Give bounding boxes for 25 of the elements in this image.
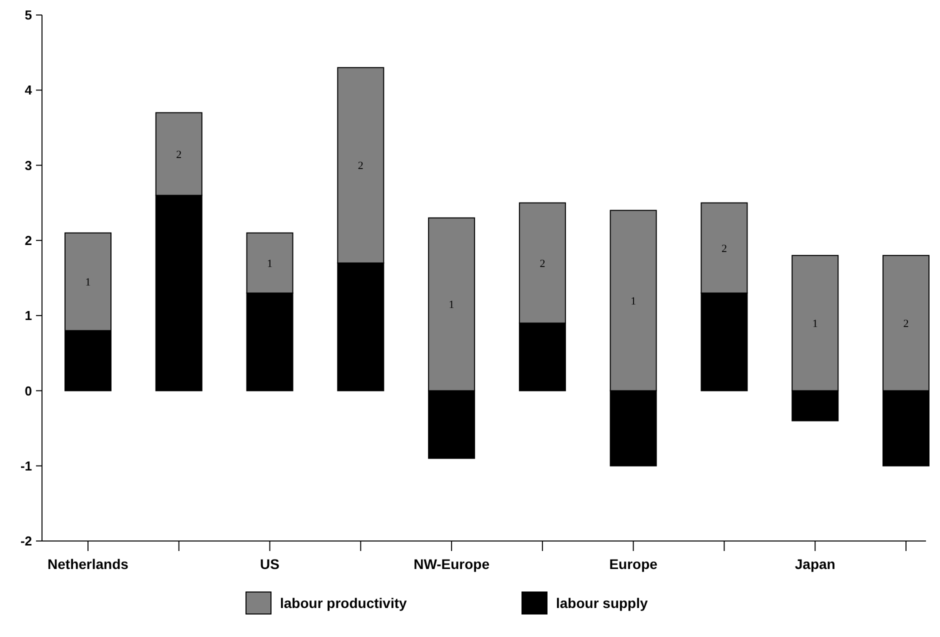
y-tick-label: 2 [24,232,32,248]
y-tick-label: -2 [20,534,32,549]
legend-label: labour productivity [280,594,407,611]
annotation: 2 [176,148,182,161]
annotation: 1 [630,295,636,308]
x-tick-label: Japan [794,556,836,572]
annotation: 1 [267,258,273,270]
y-tick-label: 5 [24,8,32,23]
x-tick-label: US [260,556,280,572]
annotation: 2 [721,242,727,255]
annotation: 2 [540,258,546,270]
legend-label: labour supply [556,594,648,611]
annotation: 2 [903,318,909,330]
annotation: 1 [448,299,454,312]
y-tick-label: 4 [24,82,33,98]
y-tick-label: 3 [24,158,32,173]
y-tick-label: 0 [24,383,32,398]
annotation: 1 [85,276,91,289]
annotation: 1 [812,318,818,330]
x-tick-label: Europe [609,556,658,572]
y-tick-label: 1 [24,308,32,324]
annotation: 2 [358,160,364,172]
x-tick-label: Netherlands [48,556,129,572]
y-tick-label: -1 [20,458,32,474]
x-tick-label: NW-Europe [414,556,490,572]
